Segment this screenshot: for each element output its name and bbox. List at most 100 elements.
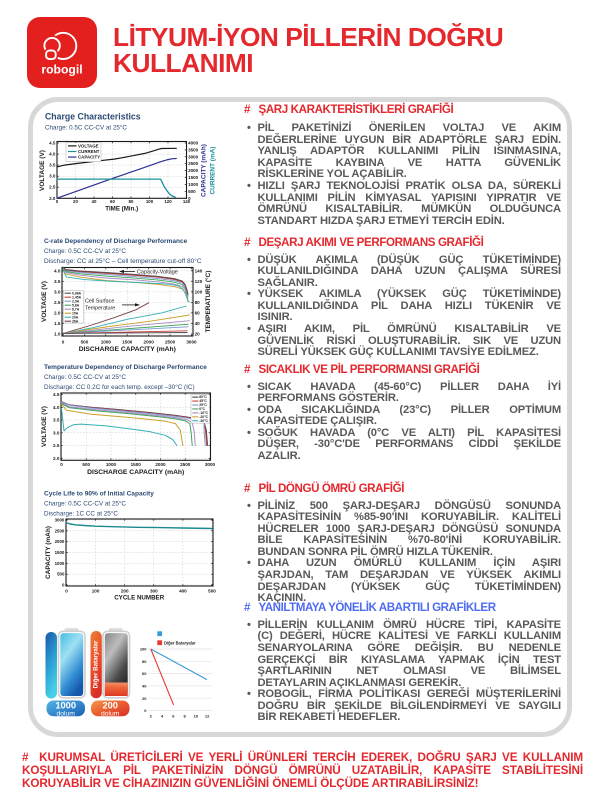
svg-text:20A: 20A bbox=[72, 315, 79, 319]
svg-text:4.0: 4.0 bbox=[53, 405, 60, 410]
svg-text:dolum: dolum bbox=[101, 710, 120, 717]
svg-text:0: 0 bbox=[56, 199, 59, 204]
svg-text:200: 200 bbox=[121, 589, 129, 594]
svg-text:2.5: 2.5 bbox=[49, 185, 56, 190]
svg-text:3000: 3000 bbox=[55, 518, 65, 523]
svg-text:2000: 2000 bbox=[144, 339, 155, 344]
svg-text:5,8A: 5,8A bbox=[72, 303, 80, 307]
svg-text:60°C: 60°C bbox=[199, 395, 207, 399]
svg-text:1500: 1500 bbox=[122, 339, 133, 344]
svg-text:Cycle Life to 90% of Initial C: Cycle Life to 90% of Initial Capacity bbox=[44, 491, 154, 498]
svg-text:C-rate Dependency of Discharge: C-rate Dependency of Discharge Performan… bbox=[44, 238, 188, 245]
svg-text:4.5: 4.5 bbox=[53, 392, 60, 397]
svg-text:2500: 2500 bbox=[55, 528, 65, 533]
svg-text:2.0: 2.0 bbox=[49, 196, 56, 201]
svg-text:Diğer Bataryalar: Diğer Bataryalar bbox=[93, 640, 100, 688]
svg-text:Charge: 0.5C CC-CV at 25°C: Charge: 0.5C CC-CV at 25°C bbox=[44, 247, 126, 255]
svg-text:1.0: 1.0 bbox=[54, 332, 61, 337]
svg-text:1000: 1000 bbox=[55, 701, 76, 711]
svg-text:400: 400 bbox=[179, 589, 187, 594]
svg-text:2.5: 2.5 bbox=[53, 443, 60, 448]
svg-text:26A: 26A bbox=[72, 319, 79, 323]
svg-text:1000: 1000 bbox=[55, 561, 65, 566]
svg-text:Discharge: CC at 25°C – Cell t: Discharge: CC at 25°C – Cell temperature… bbox=[44, 257, 202, 265]
svg-text:20: 20 bbox=[142, 696, 147, 701]
svg-text:0: 0 bbox=[60, 462, 63, 467]
svg-text:TEMPERATURE (°C): TEMPERATURE (°C) bbox=[204, 271, 212, 333]
svg-text:0,98A: 0,98A bbox=[72, 291, 82, 295]
svg-text:3.5: 3.5 bbox=[54, 279, 61, 284]
svg-text:VOLTAGE: VOLTAGE bbox=[78, 143, 99, 148]
svg-text:DISCHARGE CAPACITY (mAh): DISCHARGE CAPACITY (mAh) bbox=[79, 346, 176, 353]
svg-text:60: 60 bbox=[110, 199, 115, 204]
svg-text:TIME (Min.): TIME (Min.) bbox=[105, 205, 138, 212]
svg-text:CAPACITY (mAh): CAPACITY (mAh) bbox=[201, 144, 208, 197]
svg-text:4.0: 4.0 bbox=[54, 268, 61, 273]
svg-text:1500: 1500 bbox=[188, 175, 199, 180]
svg-text:2.5: 2.5 bbox=[54, 300, 61, 305]
svg-text:20: 20 bbox=[73, 199, 78, 204]
svg-text:1.5: 1.5 bbox=[54, 321, 61, 326]
svg-text:60: 60 bbox=[142, 671, 147, 676]
svg-text:2000: 2000 bbox=[55, 539, 65, 544]
svg-text:8,7A: 8,7A bbox=[72, 307, 80, 311]
svg-text:-10°C: -10°C bbox=[199, 411, 208, 415]
svg-text:40: 40 bbox=[92, 199, 97, 204]
svg-text:VOLTAGE (V): VOLTAGE (V) bbox=[41, 406, 48, 447]
svg-text:2500: 2500 bbox=[180, 462, 191, 467]
svg-text:VOLTAGE (V): VOLTAGE (V) bbox=[41, 281, 48, 322]
svg-text:200: 200 bbox=[102, 701, 118, 711]
svg-text:80: 80 bbox=[195, 300, 201, 305]
svg-text:CURRENT (mA): CURRENT (mA) bbox=[210, 147, 217, 195]
svg-text:3.0: 3.0 bbox=[49, 174, 56, 179]
svg-text:10: 10 bbox=[194, 714, 199, 719]
svg-text:12: 12 bbox=[205, 714, 210, 719]
svg-text:Charge: 0.5C CC-CV at 25°C: Charge: 0.5C CC-CV at 25°C bbox=[44, 373, 126, 381]
svg-text:3.5: 3.5 bbox=[53, 418, 60, 423]
svg-text:4000: 4000 bbox=[188, 141, 199, 146]
svg-text:VOLTAGE (V): VOLTAGE (V) bbox=[39, 150, 46, 191]
svg-text:1500: 1500 bbox=[55, 550, 65, 555]
svg-text:2500: 2500 bbox=[165, 339, 176, 344]
svg-text:3500: 3500 bbox=[188, 147, 199, 152]
svg-text:0: 0 bbox=[62, 583, 65, 588]
svg-text:100: 100 bbox=[195, 289, 203, 294]
svg-text:2.0: 2.0 bbox=[54, 310, 61, 315]
svg-text:3.0: 3.0 bbox=[54, 289, 61, 294]
svg-text:-30°C: -30°C bbox=[199, 419, 208, 423]
svg-text:CAPACITY (mAh): CAPACITY (mAh) bbox=[45, 526, 52, 579]
svg-text:4: 4 bbox=[161, 714, 164, 719]
svg-text:45°C: 45°C bbox=[199, 399, 207, 403]
svg-text:CYCLE NUMBER: CYCLE NUMBER bbox=[114, 594, 164, 601]
svg-text:Capacity-Voltage: Capacity-Voltage bbox=[137, 270, 178, 276]
svg-text:0: 0 bbox=[144, 708, 147, 713]
svg-text:140: 140 bbox=[195, 268, 203, 273]
svg-text:60: 60 bbox=[195, 310, 201, 315]
svg-text:3000: 3000 bbox=[186, 339, 197, 344]
svg-text:140: 140 bbox=[183, 199, 191, 204]
svg-text:Discharge: CC 0.2C for each te: Discharge: CC 0.2C for each temp. except… bbox=[44, 383, 195, 391]
svg-text:Charge Characteristics: Charge Characteristics bbox=[45, 112, 141, 122]
svg-text:Discharge: 1C CC at 25°C: Discharge: 1C CC at 25°C bbox=[44, 510, 118, 518]
svg-text:2: 2 bbox=[150, 714, 153, 719]
svg-text:2500: 2500 bbox=[188, 161, 199, 166]
svg-text:120: 120 bbox=[164, 199, 172, 204]
svg-text:Charge: 0.5C CC-CV at 25°C: Charge: 0.5C CC-CV at 25°C bbox=[44, 500, 126, 508]
svg-text:dolum: dolum bbox=[56, 710, 75, 717]
svg-text:Charge: 0.5C CC-CV at 25°C: Charge: 0.5C CC-CV at 25°C bbox=[45, 124, 127, 132]
svg-text:1000: 1000 bbox=[188, 182, 199, 187]
svg-text:500: 500 bbox=[81, 339, 89, 344]
svg-text:-20°C: -20°C bbox=[199, 415, 208, 419]
svg-text:25°C: 25°C bbox=[199, 403, 207, 407]
svg-text:20: 20 bbox=[195, 332, 201, 337]
svg-text:Diğer Bataryalar: Diğer Bataryalar bbox=[164, 641, 196, 646]
svg-text:6: 6 bbox=[172, 714, 175, 719]
svg-text:300: 300 bbox=[150, 589, 158, 594]
svg-text:0°C: 0°C bbox=[199, 407, 205, 411]
svg-text:500: 500 bbox=[57, 572, 65, 577]
svg-text:3.0: 3.0 bbox=[53, 430, 60, 435]
svg-text:4.5: 4.5 bbox=[49, 141, 56, 146]
svg-text:4.0: 4.0 bbox=[49, 152, 56, 157]
svg-text:120: 120 bbox=[195, 279, 203, 284]
svg-text:2.0: 2.0 bbox=[53, 456, 60, 461]
